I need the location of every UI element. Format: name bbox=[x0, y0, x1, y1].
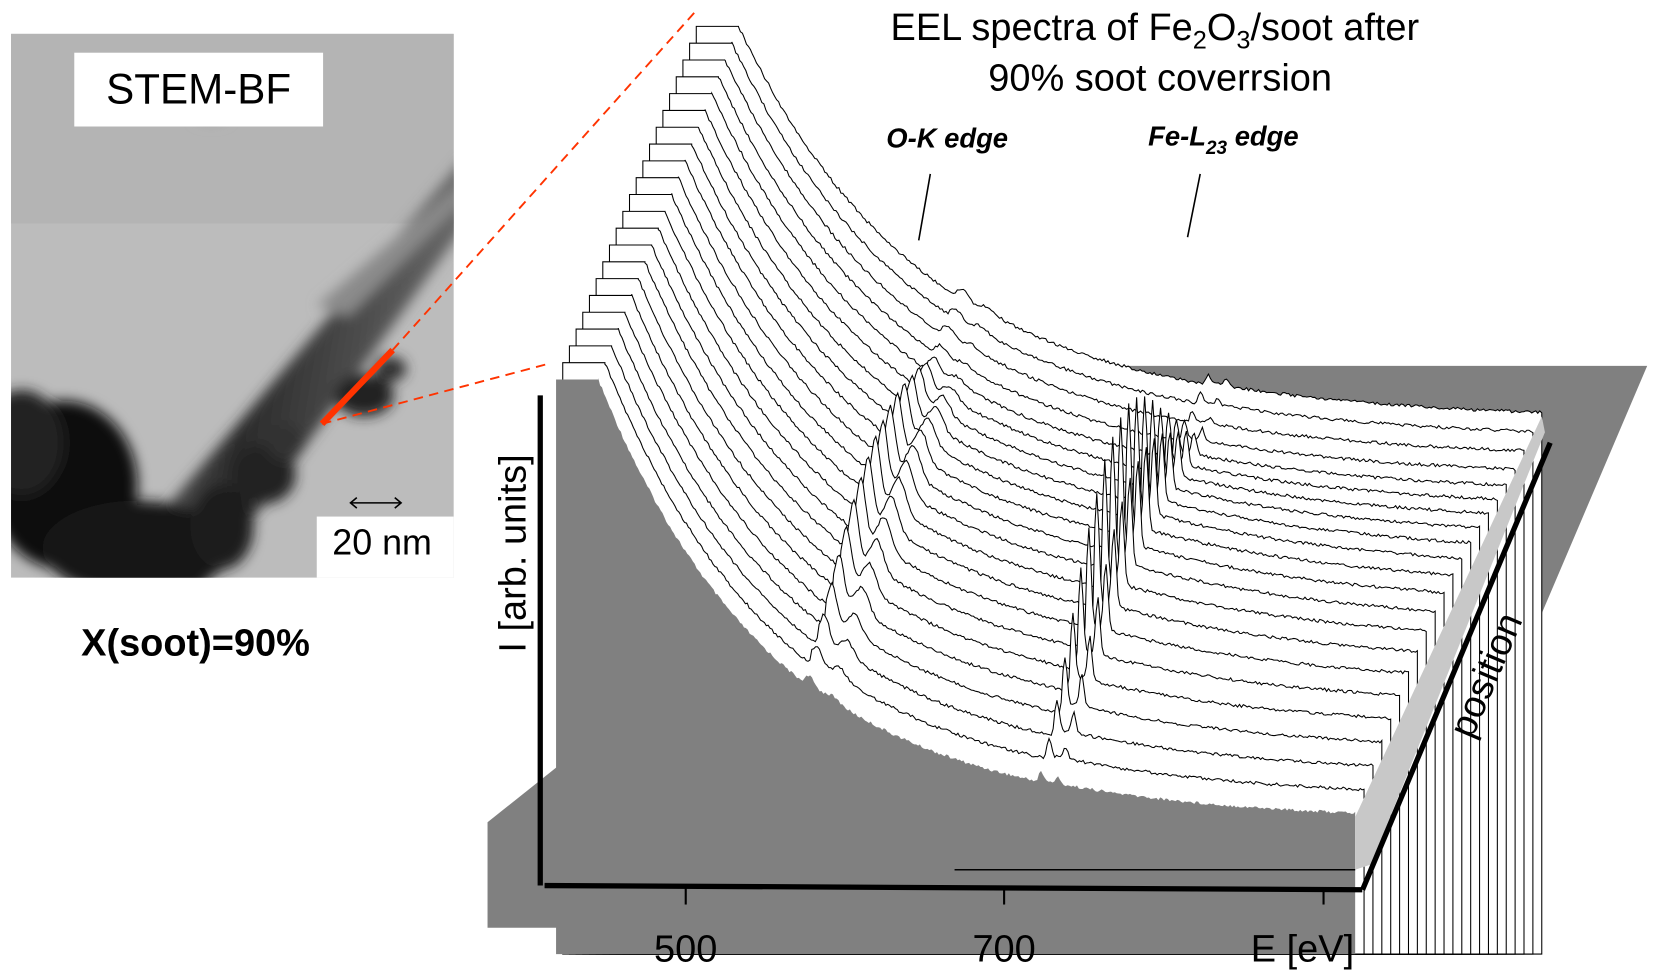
caption: X(soot)=90% bbox=[81, 623, 310, 665]
chart-title: EEL spectra of Fe2O3/soot after bbox=[891, 7, 1420, 54]
chart-subtitle: 90% soot coverrsion bbox=[988, 58, 1332, 100]
image-label: STEM-BF bbox=[106, 65, 291, 112]
spectrum bbox=[556, 377, 1356, 955]
y-axis-label: I [arb. units] bbox=[492, 454, 534, 652]
line-scan bbox=[319, 347, 395, 426]
x-axis-label: E [eV] bbox=[1251, 928, 1354, 970]
x-tick-label: 500 bbox=[654, 928, 717, 970]
scale-label: 20 nm bbox=[332, 523, 432, 563]
annotation: Fe-L23 edge bbox=[1148, 120, 1298, 158]
annotation: O-K edge bbox=[886, 123, 1008, 154]
x-tick-label: 700 bbox=[972, 928, 1035, 970]
spectra bbox=[556, 25, 1543, 955]
x-axis bbox=[544, 882, 1363, 893]
stem-image bbox=[11, 33, 454, 578]
